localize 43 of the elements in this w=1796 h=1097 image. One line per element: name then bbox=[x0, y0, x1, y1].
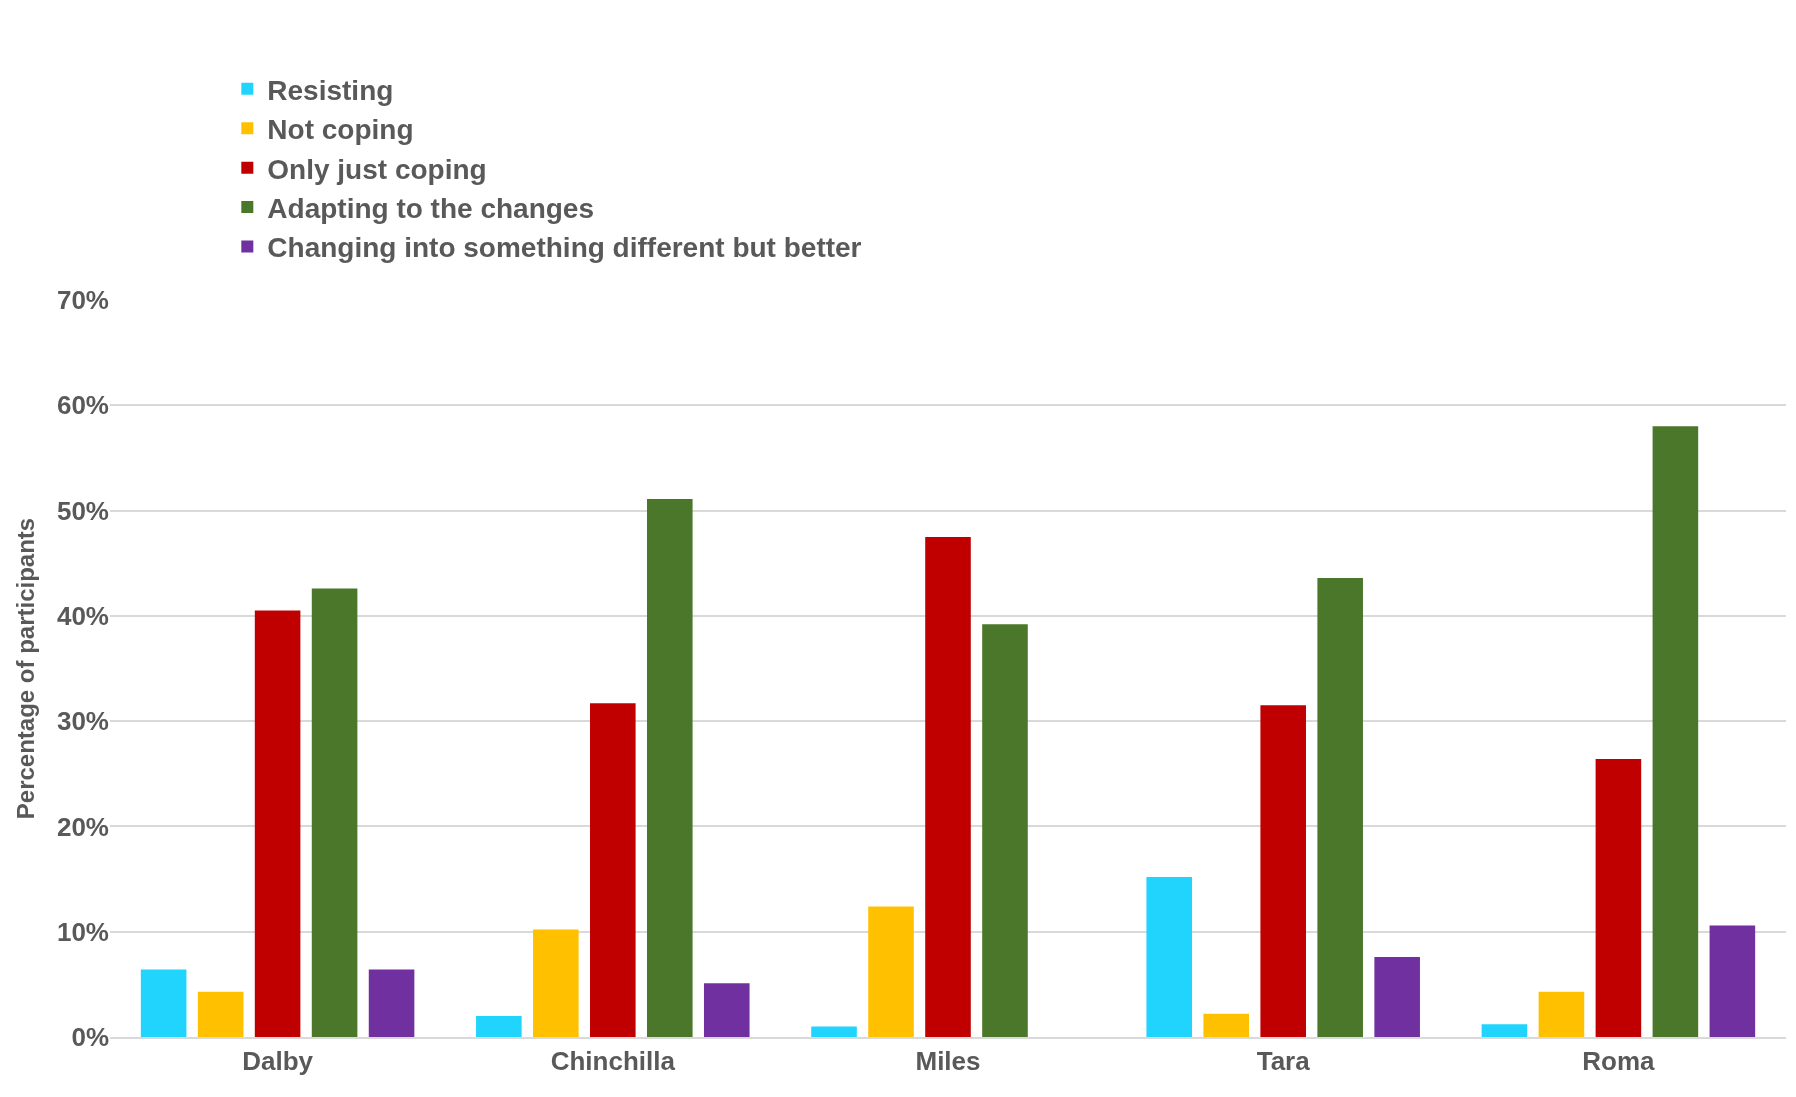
legend-label: Not coping bbox=[267, 114, 414, 146]
x-tick-label: Chinchilla bbox=[550, 1045, 676, 1076]
x-tick-label: Miles bbox=[915, 1045, 981, 1076]
y-tick-label: 50% bbox=[56, 495, 109, 526]
bar bbox=[1652, 426, 1699, 1037]
bar bbox=[925, 536, 971, 1037]
x-tick-label: Roma bbox=[1582, 1045, 1656, 1076]
bar bbox=[254, 610, 301, 1037]
bar bbox=[646, 498, 693, 1037]
y-tick-label: 70% bbox=[56, 285, 109, 316]
legend-label: Changing into something different but better bbox=[267, 232, 862, 264]
bar bbox=[590, 703, 636, 1037]
bar bbox=[811, 1026, 857, 1037]
bar bbox=[1146, 876, 1193, 1037]
y-tick-label: 30% bbox=[56, 706, 109, 737]
bar bbox=[311, 588, 358, 1037]
bar bbox=[476, 1015, 522, 1037]
bar bbox=[982, 624, 1028, 1037]
y-tick-label: 60% bbox=[56, 390, 109, 421]
y-tick-label: 10% bbox=[56, 916, 109, 947]
y-tick-label: 0% bbox=[71, 1022, 109, 1053]
bar bbox=[1374, 956, 1420, 1037]
bar bbox=[1595, 759, 1642, 1037]
bar bbox=[368, 969, 415, 1037]
bar bbox=[140, 969, 187, 1037]
y-tick-label: 40% bbox=[56, 600, 109, 631]
y-axis-title: Percentage of participants bbox=[12, 517, 40, 820]
bar bbox=[703, 983, 750, 1037]
x-tick-label: Tara bbox=[1256, 1045, 1311, 1076]
bar bbox=[1317, 577, 1363, 1037]
legend-label: Adapting to the changes bbox=[267, 192, 595, 224]
bar bbox=[1538, 991, 1585, 1037]
y-tick-label: 20% bbox=[56, 811, 109, 842]
legend-label: Resisting bbox=[267, 74, 394, 106]
bar bbox=[1709, 925, 1756, 1037]
x-tick-label: Dalby bbox=[242, 1045, 314, 1076]
bar bbox=[868, 906, 914, 1037]
bar bbox=[197, 991, 244, 1037]
bar bbox=[533, 929, 579, 1037]
bar bbox=[1203, 1013, 1250, 1037]
bar bbox=[1481, 1024, 1528, 1037]
legend-label: Only just coping bbox=[267, 153, 487, 185]
bar bbox=[1260, 705, 1306, 1037]
